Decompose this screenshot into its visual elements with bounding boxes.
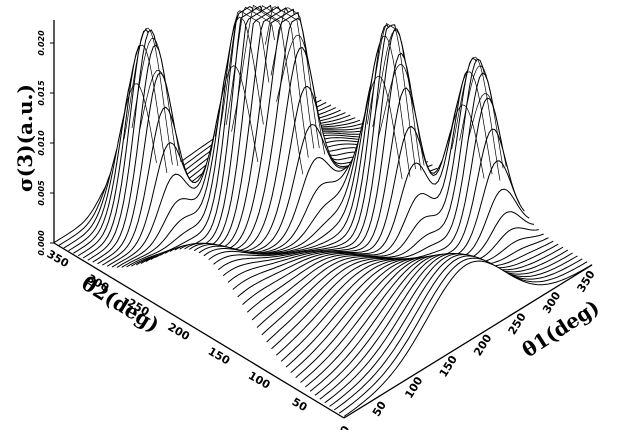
surface-mesh-line bbox=[467, 93, 507, 167]
surface-mesh-line bbox=[442, 104, 485, 179]
surface-slice-line bbox=[300, 237, 549, 383]
theta1-axis-title: θ1(deg) bbox=[518, 295, 604, 362]
surface-mesh-line bbox=[445, 71, 493, 175]
surface-mesh-line bbox=[259, 5, 309, 158]
surface-slice-line bbox=[309, 243, 559, 392]
surface-mesh-line bbox=[214, 16, 264, 137]
surface-mesh bbox=[53, 4, 593, 418]
surface-mesh-line bbox=[231, 4, 281, 132]
surface-mesh-line bbox=[377, 63, 425, 166]
theta1-tick-label: 50 bbox=[370, 399, 389, 419]
surface-slice-line bbox=[304, 240, 554, 388]
surface-mesh-line bbox=[361, 35, 411, 177]
surface-mesh-line bbox=[270, 7, 320, 149]
surface-slice-line bbox=[338, 257, 588, 414]
surface-mesh-line bbox=[117, 83, 157, 164]
surface-slice-line bbox=[314, 246, 564, 396]
surface-mesh-line bbox=[459, 65, 504, 169]
surface-slice-line bbox=[295, 233, 544, 379]
surface-slice-line bbox=[251, 57, 501, 321]
z-tick-label: 0.020 bbox=[37, 30, 46, 56]
surface-mesh-line bbox=[139, 69, 182, 162]
surface-slice-line bbox=[324, 252, 573, 404]
surface-mesh-line bbox=[131, 37, 179, 167]
z-axis-title: σ(3)(a.u.) bbox=[13, 84, 37, 192]
theta1-axis-line bbox=[343, 264, 593, 419]
surface-mesh-line bbox=[366, 22, 416, 170]
surface-mesh-line bbox=[123, 27, 173, 165]
surface-mesh-line bbox=[265, 6, 315, 149]
surface-slice-line bbox=[329, 253, 578, 407]
surface-slice-line bbox=[343, 260, 593, 417]
surface-slice-line bbox=[232, 87, 482, 290]
z-tick-label: 0.015 bbox=[37, 80, 46, 106]
surface-slice-line bbox=[246, 69, 496, 313]
surface-mesh-line bbox=[355, 75, 403, 180]
z-tick-label: 0.000 bbox=[37, 230, 46, 256]
surface-mesh-line bbox=[254, 7, 304, 175]
surface-mesh-line bbox=[276, 34, 326, 155]
surface-slice-line bbox=[319, 249, 569, 400]
z-tick-label: 0.005 bbox=[37, 180, 46, 206]
surface-mesh-line bbox=[120, 44, 168, 173]
surface-mesh-line bbox=[220, 10, 270, 127]
surface-slice-fill bbox=[344, 261, 592, 418]
z-tick-label: 0.010 bbox=[37, 130, 46, 156]
axes bbox=[53, 20, 593, 419]
surface-slice-line bbox=[334, 255, 583, 411]
theta1-tick-label: 0 bbox=[337, 423, 352, 430]
surface-mesh-line bbox=[225, 6, 275, 126]
surface-mesh-line bbox=[451, 56, 501, 181]
surface-mesh-line bbox=[372, 30, 422, 171]
theta2-axis-line bbox=[53, 242, 345, 419]
surface-slice-line bbox=[256, 58, 506, 328]
theta2-tick-label: 50 bbox=[290, 395, 310, 414]
